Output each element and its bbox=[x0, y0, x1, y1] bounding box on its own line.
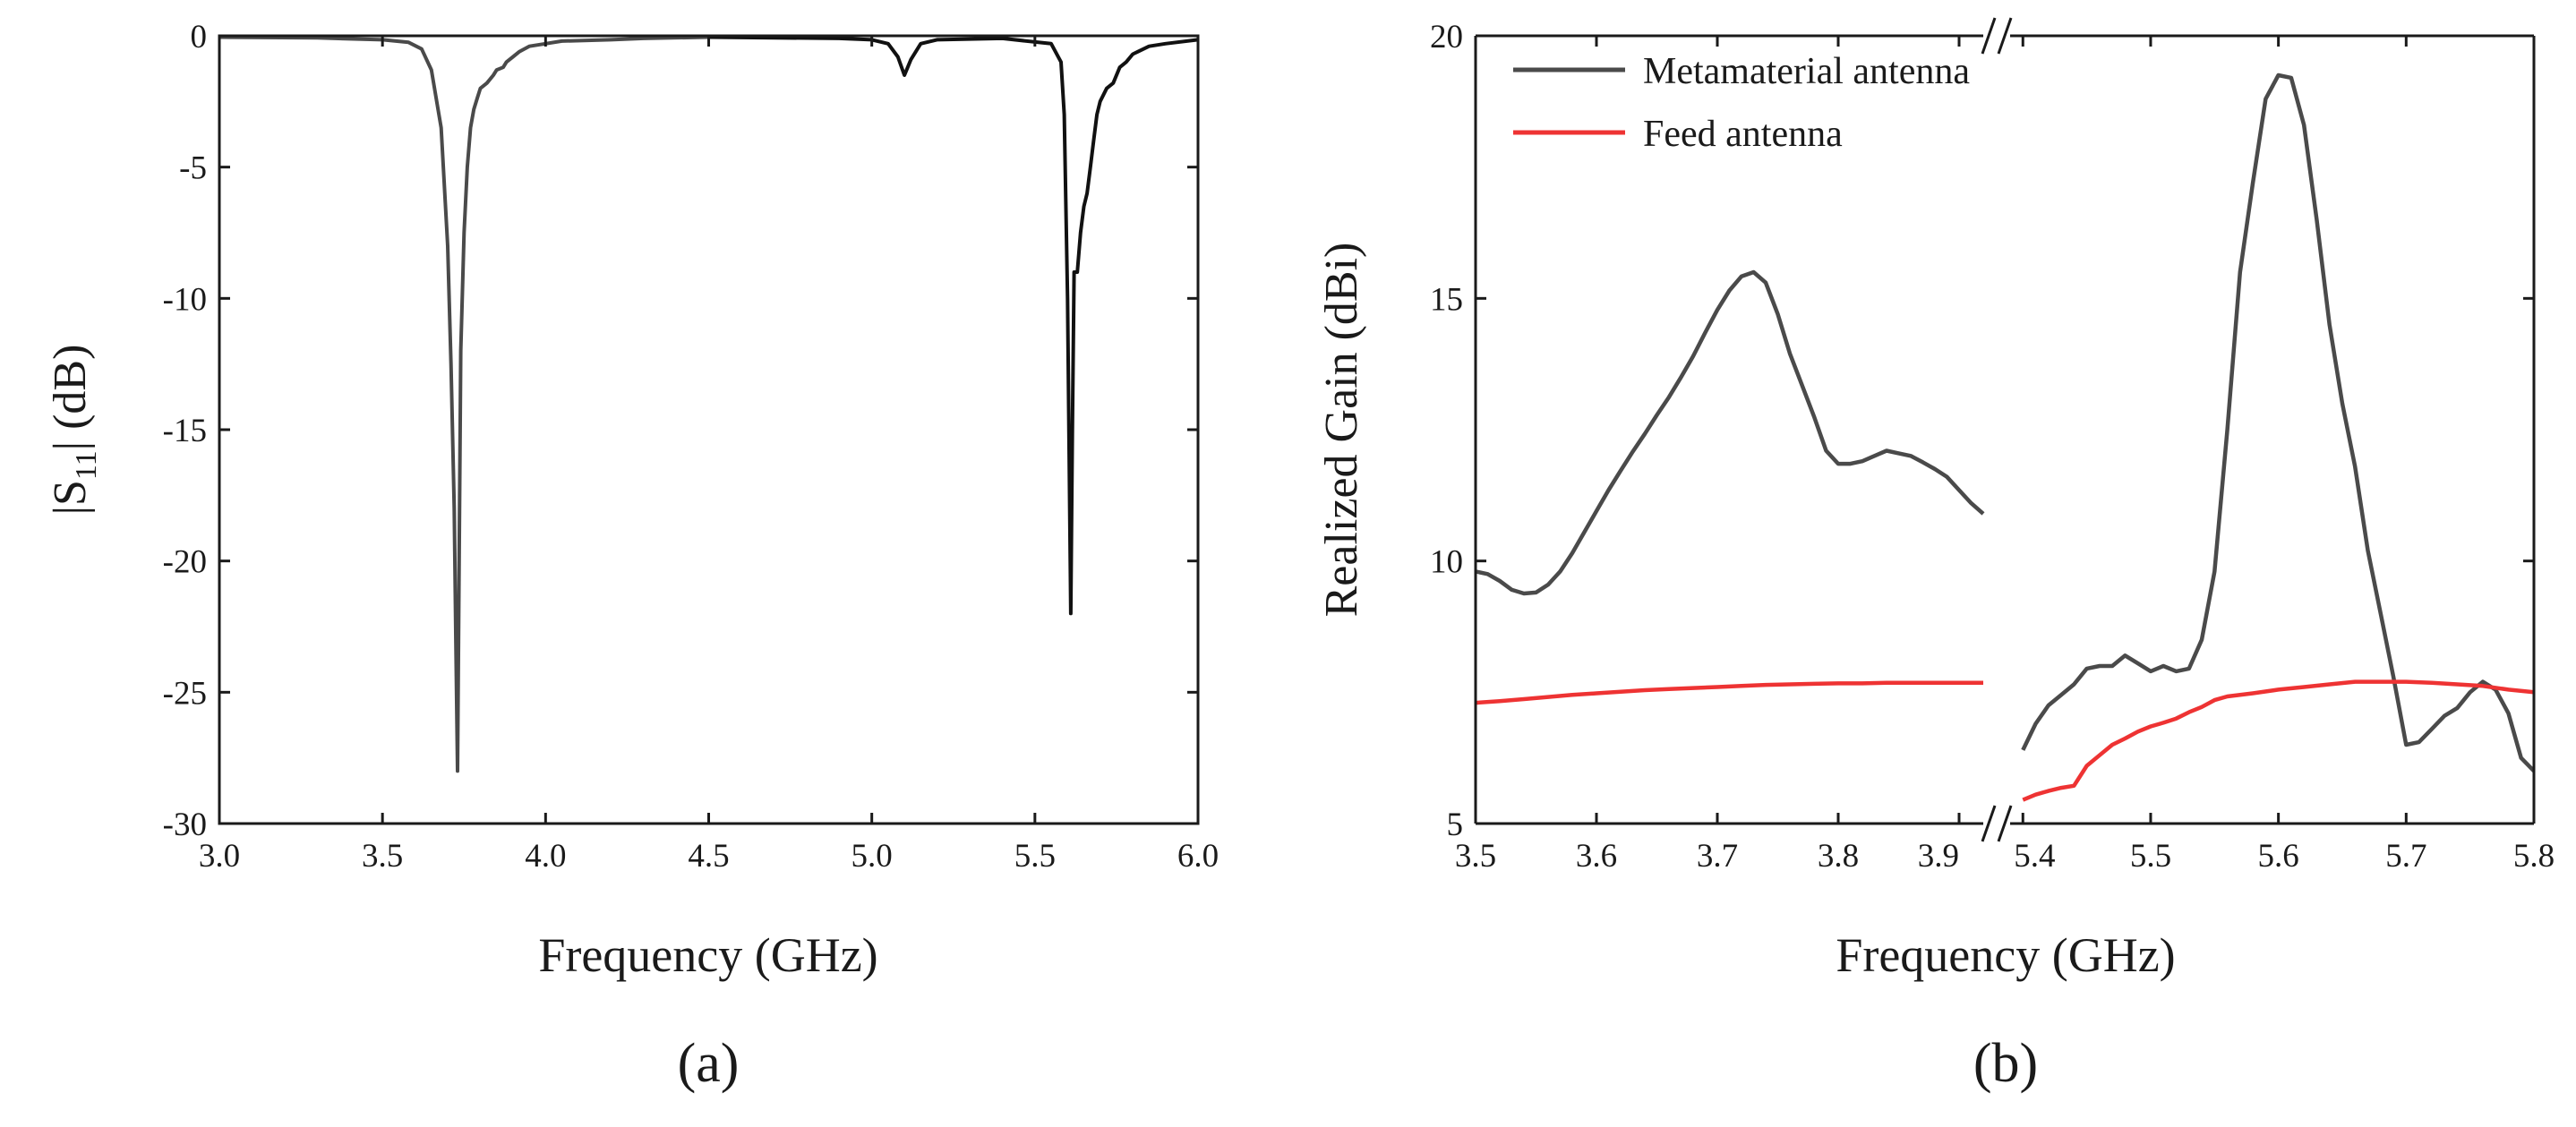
panel-b-x-axis-label: Frequency (GHz) bbox=[1836, 928, 2175, 982]
b-x-tick-label-1-3: 5.7 bbox=[2385, 838, 2426, 875]
a-x-tick-label-1: 3.5 bbox=[362, 838, 403, 875]
b-y-tick-label-0: 5 bbox=[1447, 807, 1464, 843]
a-y-tick-label-1: -5 bbox=[179, 150, 207, 187]
panel-b-legend: Metamaterial antenna Feed antenna bbox=[1513, 51, 1970, 155]
panel-b-label: (b) bbox=[1973, 1033, 2038, 1094]
a-x-tick-label-6: 6.0 bbox=[1177, 838, 1219, 875]
b-y-tick-label-3: 20 bbox=[1430, 19, 1463, 55]
b-y-tick-label-1: 10 bbox=[1430, 544, 1463, 581]
a-y-tick-label-0: 0 bbox=[191, 19, 208, 55]
b-x-tick-label-1-2: 5.6 bbox=[2258, 838, 2299, 875]
b-x-tick-label-0-2: 3.7 bbox=[1697, 838, 1738, 875]
panel-a-label: (a) bbox=[678, 1033, 740, 1094]
panel-b-axis-break-top bbox=[1981, 17, 2013, 55]
panel-b-plot-frame bbox=[1474, 17, 2536, 842]
panel-b-ticks: 3.5 3.6 3.7 3.8 3.9 5.4 5.5 5.6 5.7 5.8 5 10 15 20 bbox=[1430, 19, 2555, 875]
b-x-tick-label-0-4: 3.9 bbox=[1918, 838, 1959, 875]
a-y-tick-label-4: -20 bbox=[163, 544, 207, 581]
a-x-tick-label-2: 4.0 bbox=[525, 838, 566, 875]
feed-antenna-line-2 bbox=[2022, 679, 2535, 802]
a-x-tick-label-0: 3.0 bbox=[199, 838, 240, 875]
b-x-tick-label-0-0: 3.5 bbox=[1455, 838, 1496, 875]
legend-label-metamaterial: Metamaterial antenna bbox=[1643, 51, 1970, 92]
s11-line-2 bbox=[708, 35, 1199, 616]
a-x-tick-label-3: 4.5 bbox=[688, 838, 729, 875]
b-x-tick-label-0-1: 3.6 bbox=[1576, 838, 1617, 875]
a-y-tick-label-6: -30 bbox=[163, 807, 207, 843]
a-y-tick-label-2: -10 bbox=[163, 281, 207, 318]
a-y-tick-label-3: -15 bbox=[163, 413, 207, 449]
panel-b-y-axis-label: Realized Gain (dBi) bbox=[1316, 243, 1367, 618]
legend-label-feed: Feed antenna bbox=[1643, 114, 1843, 155]
b-x-tick-label-1-1: 5.5 bbox=[2130, 838, 2171, 875]
b-x-tick-label-1-0: 5.4 bbox=[2014, 838, 2055, 875]
panel-b-plot-lines bbox=[1475, 73, 2536, 802]
panel-b-chart: 3.5 3.6 3.7 3.8 3.9 5.4 5.5 5.6 5.7 5.8 5 10 15 20 Me… bbox=[1316, 17, 2555, 1094]
metamaterial-antenna-line-2 bbox=[2021, 73, 2536, 773]
feed-antenna-line-1 bbox=[1475, 680, 1983, 705]
panel-a-plot-lines bbox=[218, 35, 1199, 773]
panel-b-axis-break-bottom bbox=[1981, 805, 2013, 842]
s11-line-1 bbox=[218, 35, 709, 773]
a-x-tick-label-4: 5.0 bbox=[852, 838, 893, 875]
panel-a-chart: 3.0 3.5 4.0 4.5 5.0 5.5 6.00-5-10-15-20-25-30 … bbox=[45, 19, 1219, 1094]
a-x-tick-label-5: 5.5 bbox=[1014, 838, 1056, 875]
panel-a-ticks: 3.0 3.5 4.0 4.5 5.0 5.5 6.0 0 -5 -10 -15 -20 -25 -30 bbox=[163, 19, 1219, 875]
b-x-tick-label-1-4: 5.8 bbox=[2513, 838, 2555, 875]
panel-a-y-axis-label: |S11| (dB) bbox=[45, 345, 103, 516]
panel-a-plot-frame bbox=[218, 34, 1200, 825]
b-x-tick-label-0-3: 3.8 bbox=[1818, 838, 1859, 875]
a-y-tick-label-5: -25 bbox=[163, 675, 207, 712]
panel-a-x-axis-label: Frequency (GHz) bbox=[538, 928, 877, 982]
b-y-tick-label-2: 15 bbox=[1430, 281, 1463, 318]
metamaterial-antenna-line-1 bbox=[1475, 269, 1985, 596]
